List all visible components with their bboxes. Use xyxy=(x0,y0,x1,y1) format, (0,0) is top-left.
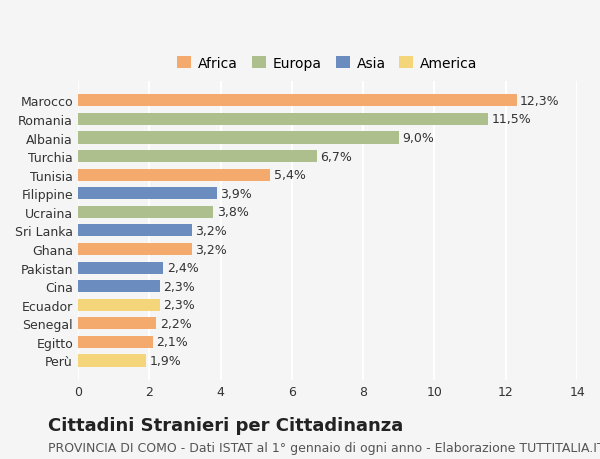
Bar xyxy=(78,207,214,218)
Text: 1,9%: 1,9% xyxy=(149,354,181,367)
Text: Cittadini Stranieri per Cittadinanza: Cittadini Stranieri per Cittadinanza xyxy=(48,416,403,434)
Bar xyxy=(78,336,153,348)
Text: 3,8%: 3,8% xyxy=(217,206,249,219)
Bar xyxy=(78,355,146,367)
Text: 2,3%: 2,3% xyxy=(163,299,195,312)
Bar xyxy=(78,299,160,311)
Bar xyxy=(78,262,163,274)
Bar xyxy=(78,280,160,292)
Text: 3,2%: 3,2% xyxy=(196,243,227,256)
Text: PROVINCIA DI COMO - Dati ISTAT al 1° gennaio di ogni anno - Elaborazione TUTTITA: PROVINCIA DI COMO - Dati ISTAT al 1° gen… xyxy=(48,442,600,454)
Text: 9,0%: 9,0% xyxy=(403,132,434,145)
Bar xyxy=(78,225,192,237)
Text: 12,3%: 12,3% xyxy=(520,95,560,107)
Bar xyxy=(78,243,192,256)
Text: 2,1%: 2,1% xyxy=(157,336,188,349)
Bar xyxy=(78,114,488,126)
Bar xyxy=(78,318,157,330)
Bar xyxy=(78,95,517,107)
Text: 6,7%: 6,7% xyxy=(320,150,352,163)
Legend: Africa, Europa, Asia, America: Africa, Europa, Asia, America xyxy=(170,50,485,78)
Text: 2,4%: 2,4% xyxy=(167,262,199,274)
Bar xyxy=(78,132,399,144)
Bar xyxy=(78,151,317,163)
Text: 2,2%: 2,2% xyxy=(160,317,191,330)
Text: 5,4%: 5,4% xyxy=(274,169,306,182)
Text: 2,3%: 2,3% xyxy=(163,280,195,293)
Bar xyxy=(78,188,217,200)
Bar xyxy=(78,169,271,181)
Text: 11,5%: 11,5% xyxy=(491,113,531,126)
Text: 3,9%: 3,9% xyxy=(221,187,252,200)
Text: 3,2%: 3,2% xyxy=(196,224,227,237)
